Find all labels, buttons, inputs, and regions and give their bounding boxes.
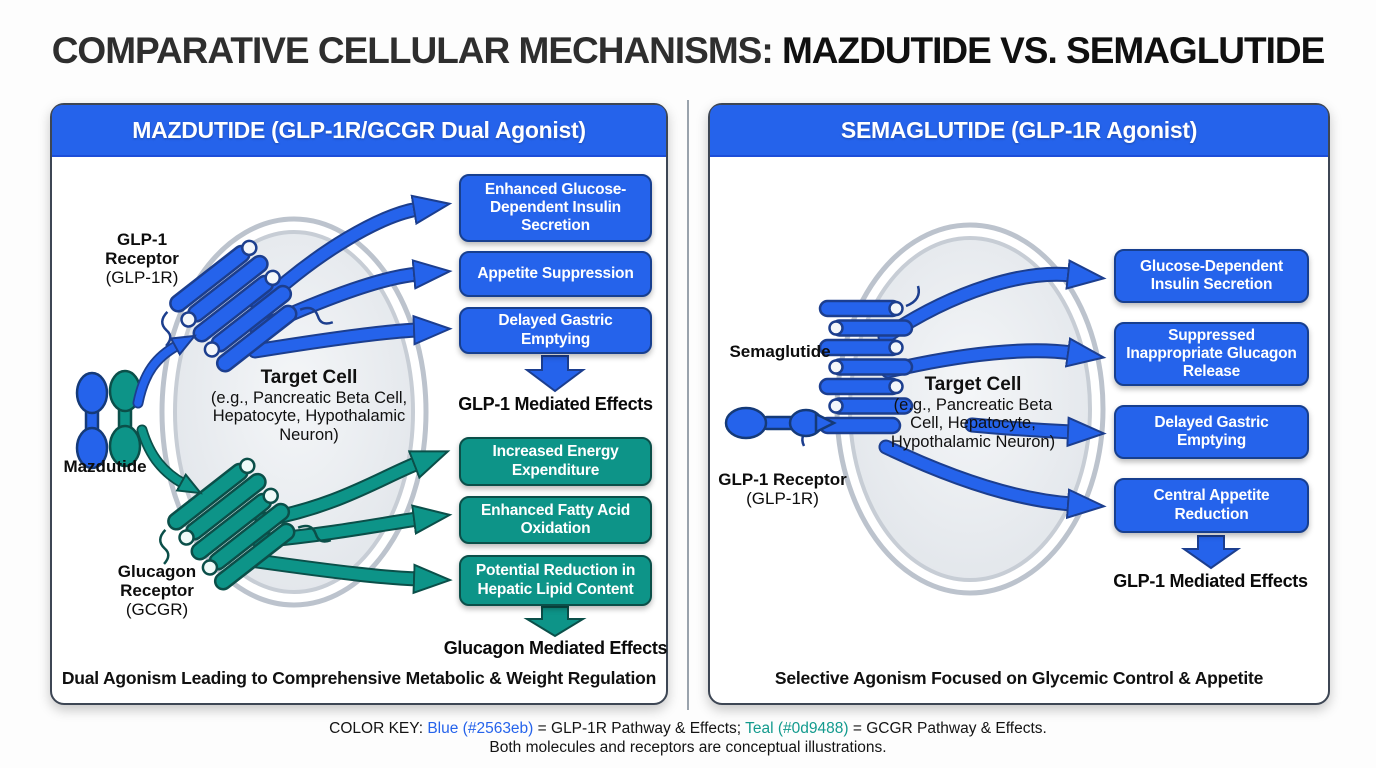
mazdutide-label: Mazdutide bbox=[63, 457, 147, 476]
glp1-effect-arrow-1 bbox=[879, 259, 1107, 343]
gcgr-receptor-label: Glucagon Receptor (GCGR) bbox=[117, 562, 197, 620]
glucagon-mediated-effects-label: Glucagon Mediated Effects bbox=[443, 638, 668, 658]
glp1-effect-box-1: Enhanced Glucose-Dependent Insulin Secre… bbox=[459, 174, 652, 242]
title-prefix: COMPARATIVE CELLULAR MECHANISMS: bbox=[51, 30, 782, 71]
glp1-effect-box-2: Suppressed Inappropriate Glucagon Releas… bbox=[1114, 322, 1309, 386]
ligand-to-glp1r-arrow bbox=[134, 334, 197, 407]
target-cell-label: Target Cell (e.g., Pancreatic Beta Cell,… bbox=[210, 367, 408, 445]
semaglutide-molecule-icon bbox=[724, 406, 837, 440]
glp1-effect-box-4: Central Appetite Reduction bbox=[1114, 478, 1309, 533]
mazdutide-panel: MAZDUTIDE (GLP-1R/GCGR Dual Agonist) bbox=[50, 103, 668, 705]
glp1-effect-arrow-3 bbox=[966, 416, 1107, 448]
panel-divider bbox=[687, 100, 689, 710]
title-emphasis: MAZDUTIDE VS. SEMAGLUTIDE bbox=[781, 30, 1325, 71]
glp1-down-arrow bbox=[524, 355, 586, 393]
footer-note: Both molecules and receptors are concept… bbox=[489, 738, 887, 756]
glp1-effect-arrow-4 bbox=[880, 441, 1107, 520]
color-key-blue: Blue (#2563eb) bbox=[427, 720, 534, 737]
ligand-to-gcgr-arrow bbox=[138, 426, 203, 495]
glucagon-receptor-icon bbox=[159, 457, 332, 591]
mazdutide-caption: Dual Agonism Leading to Comprehensive Me… bbox=[61, 668, 657, 688]
glp1-effect-box-3: Delayed Gastric Emptying bbox=[459, 307, 652, 354]
gcgr-effect-arrow-3 bbox=[251, 555, 453, 595]
gcgr-effect-box-1: Increased Energy Expenditure bbox=[459, 437, 652, 486]
semaglutide-label: Semaglutide bbox=[729, 342, 831, 361]
glp1-mediated-effects-label: GLP-1 Mediated Effects bbox=[458, 394, 653, 414]
glp1-receptor-icon bbox=[801, 285, 920, 447]
color-key-label: COLOR KEY: bbox=[329, 720, 428, 737]
glp1-effect-box-2: Appetite Suppression bbox=[459, 251, 652, 297]
glp1-effect-box-1: Glucose-Dependent Insulin Secretion bbox=[1114, 249, 1309, 303]
color-key-teal-desc: = GCGR Pathway & Effects. bbox=[848, 720, 1047, 737]
mazdutide-panel-header: MAZDUTIDE (GLP-1R/GCGR Dual Agonist) bbox=[52, 105, 666, 157]
target-cell-label: Target Cell (e.g., Pancreatic Beta Cell,… bbox=[890, 374, 1056, 452]
glp1-effect-arrow-2 bbox=[882, 336, 1107, 377]
semaglutide-panel-header: SEMAGLUTIDE (GLP-1R Agonist) bbox=[710, 105, 1328, 157]
color-key-footer: COLOR KEY: Blue (#2563eb) = GLP-1R Pathw… bbox=[0, 720, 1376, 758]
color-key-teal: Teal (#0d9488) bbox=[745, 720, 849, 737]
glp1-effect-box-3: Delayed Gastric Emptying bbox=[1114, 405, 1309, 459]
semaglutide-panel: SEMAGLUTIDE (GLP-1R Agonist) bbox=[708, 103, 1330, 705]
glp1-mediated-effects-label: GLP-1 Mediated Effects bbox=[1113, 571, 1308, 591]
gcgr-effect-box-3: Potential Reduction in Hepatic Lipid Con… bbox=[459, 555, 652, 606]
glp1-receptor-icon bbox=[161, 239, 334, 373]
color-key-line: COLOR KEY: Blue (#2563eb) = GLP-1R Pathw… bbox=[0, 720, 1376, 739]
glp1-effect-arrows bbox=[877, 259, 1107, 520]
glp1-effect-arrow-3 bbox=[249, 314, 453, 357]
gcgr-effect-box-2: Enhanced Fatty Acid Oxidation bbox=[459, 496, 652, 544]
mazdutide-diagram bbox=[75, 194, 587, 638]
semaglutide-diagram bbox=[724, 222, 1242, 596]
glp1-receptor-label: GLP-1 Receptor (GLP-1R) bbox=[718, 470, 847, 509]
mazdutide-molecule-icon bbox=[75, 369, 142, 470]
glp1-receptor-label: GLP-1 Receptor (GLP-1R) bbox=[105, 230, 179, 288]
color-key-blue-desc: = GLP-1R Pathway & Effects; bbox=[533, 720, 746, 737]
page-title: COMPARATIVE CELLULAR MECHANISMS: MAZDUTI… bbox=[0, 30, 1376, 72]
semaglutide-caption: Selective Agonism Focused on Glycemic Co… bbox=[774, 668, 1264, 688]
glp1-down-arrow bbox=[1180, 535, 1242, 570]
gcgr-down-arrow bbox=[523, 606, 587, 638]
